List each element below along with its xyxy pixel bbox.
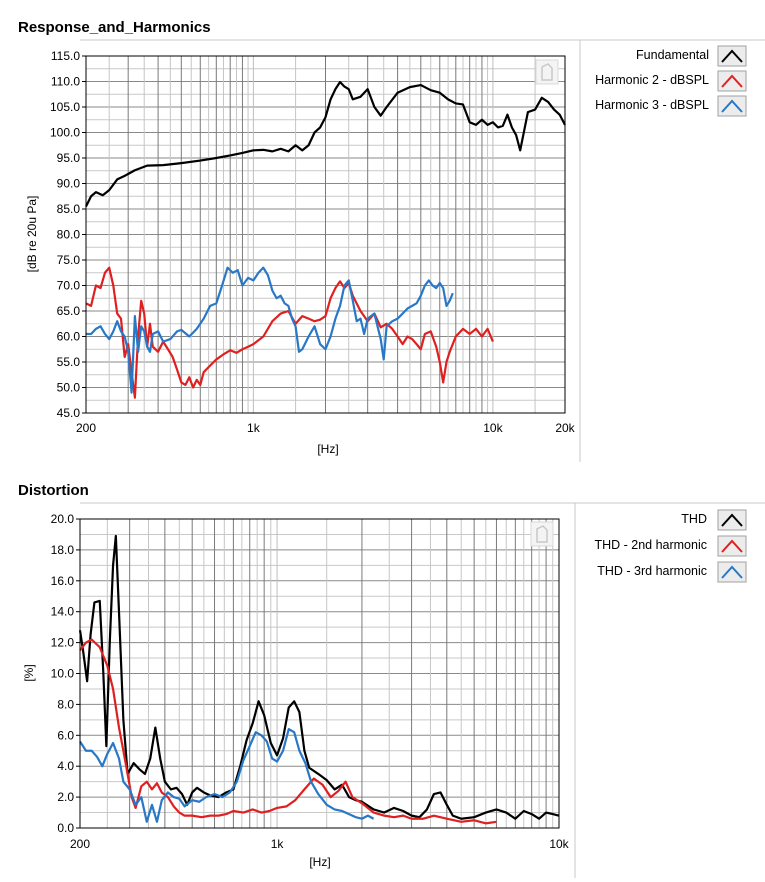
- series-line-1: [78, 534, 560, 820]
- y-tick-label: 65.0: [57, 304, 81, 318]
- y-axis-label: [%]: [22, 664, 36, 681]
- y-tick-label: 20.0: [51, 512, 75, 526]
- y-tick-label: 80.0: [57, 228, 81, 242]
- legend-swatch-line: [721, 565, 743, 579]
- response-harmonics-chart: Response_and_Harmonics 115.0 110.0 105.0 10…: [18, 19, 765, 462]
- legend: Fundamental Harmonic 2 - dBSPL Harmonic 3 …: [595, 45, 747, 117]
- y-tick-label: 4.0: [57, 759, 74, 773]
- x-tick-label: 1k: [271, 837, 285, 851]
- y-tick-label: 110.0: [51, 75, 80, 89]
- chart-title: Response_and_Harmonics: [18, 19, 211, 36]
- y-tick-label: 6.0: [57, 728, 74, 742]
- legend-label: THD: [681, 512, 707, 526]
- legend-swatch[interactable]: [717, 509, 747, 531]
- y-tick-label: 90.0: [57, 177, 81, 191]
- y-tick-label: 16.0: [51, 574, 75, 588]
- y-axis-label: [dB re 20u Pa]: [25, 196, 39, 273]
- y-tick-label: 105.0: [50, 100, 80, 114]
- legend-swatch-line: [721, 49, 743, 63]
- y-tick-labels: 115.0 110.0 105.0 100.0 95.0 90.0 85.0 80.0 75.0…: [50, 49, 86, 420]
- legend-label: Harmonic 2 - dBSPL: [595, 73, 709, 87]
- chart-title: Distortion: [18, 482, 89, 499]
- x-axis-label: [Hz]: [309, 855, 330, 869]
- x-tick-label: 10k: [483, 421, 503, 435]
- x-axis-label: [Hz]: [317, 442, 338, 456]
- y-tick-label: 8.0: [57, 697, 74, 711]
- x-tick-label: 1k: [247, 421, 261, 435]
- y-tick-label: 10.0: [51, 667, 75, 681]
- series-line-2: [85, 266, 494, 399]
- y-tick-label: 75.0: [57, 253, 81, 267]
- legend-label: Harmonic 3 - dBSPL: [595, 98, 709, 112]
- y-tick-label: 0.0: [57, 821, 74, 835]
- legend: THD THD - 2nd harmonic THD - 3rd harmonic: [594, 509, 747, 583]
- legend-label: Fundamental: [636, 48, 709, 62]
- y-tick-label: 2.0: [57, 790, 74, 804]
- plot-grid: [80, 518, 559, 829]
- copy-icon[interactable]: [530, 521, 554, 547]
- legend-swatch-line: [721, 513, 743, 527]
- y-tick-label: 60.0: [57, 330, 81, 344]
- legend-label: THD - 3rd harmonic: [597, 564, 707, 578]
- y-tick-label: 50.0: [57, 381, 81, 395]
- y-tick-labels: 20.0 18.0 16.0 14.0 12.0 10.0 8.0 6.0 4.0 2.0 0.0: [51, 512, 80, 835]
- legend-swatch[interactable]: [717, 70, 747, 92]
- legend-swatch[interactable]: [717, 535, 747, 557]
- y-tick-label: 45.0: [57, 406, 81, 420]
- y-tick-label: 115.0: [51, 49, 80, 63]
- legend-label: THD - 2nd harmonic: [594, 538, 707, 552]
- y-tick-label: 14.0: [51, 605, 75, 619]
- y-tick-label: 100.0: [50, 126, 80, 140]
- x-tick-label: 20k: [555, 421, 575, 435]
- distortion-chart: Distortion 20.0 18.0 16.0 14.0 12.0 10.0 8.0 6.…: [18, 482, 765, 878]
- plot-grid: [86, 55, 565, 414]
- x-tick-label: 10k: [549, 837, 569, 851]
- copy-icon[interactable]: [535, 59, 559, 85]
- y-tick-label: 18.0: [51, 543, 75, 557]
- x-tick-labels: 200 1k 10k: [70, 837, 570, 851]
- legend-swatch-line: [721, 99, 743, 113]
- y-tick-label: 85.0: [57, 202, 81, 216]
- series-line-3: [86, 266, 454, 394]
- legend-swatch[interactable]: [717, 561, 747, 583]
- legend-swatch-line: [721, 539, 743, 553]
- y-tick-label: 70.0: [57, 279, 81, 293]
- x-tick-labels: 200 1k 10k 20k: [76, 421, 576, 435]
- legend-swatch[interactable]: [717, 45, 747, 67]
- legend-swatch-line: [721, 74, 743, 88]
- plot-series: [78, 534, 560, 825]
- x-tick-label: 200: [76, 421, 96, 435]
- y-tick-label: 12.0: [51, 636, 75, 650]
- plot-series: [85, 80, 566, 399]
- y-tick-label: 95.0: [57, 151, 81, 165]
- x-tick-label: 200: [70, 837, 90, 851]
- series-line-3: [79, 728, 375, 823]
- legend-swatch[interactable]: [717, 95, 747, 117]
- y-tick-label: 55.0: [57, 355, 81, 369]
- series-line-1: [85, 80, 566, 207]
